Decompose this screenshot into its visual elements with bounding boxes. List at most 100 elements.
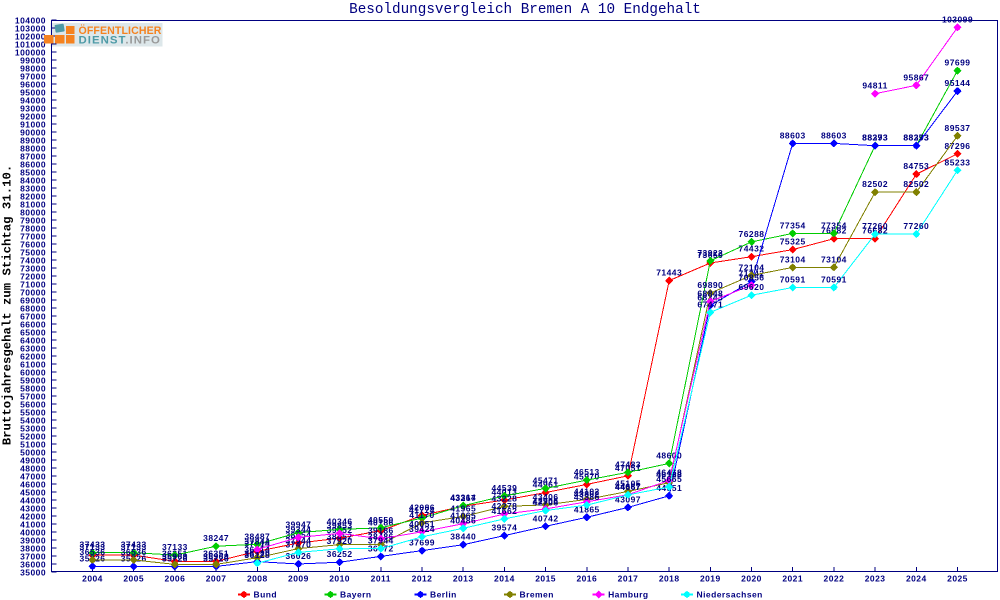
svg-text:37133: 37133 — [80, 542, 106, 552]
svg-text:2011: 2011 — [371, 574, 391, 584]
svg-text:Bremen: Bremen — [520, 590, 554, 600]
svg-text:68343: 68343 — [697, 292, 723, 302]
svg-text:2020: 2020 — [741, 574, 762, 584]
svg-text:43406: 43406 — [533, 492, 559, 502]
svg-text:66000: 66000 — [20, 319, 46, 329]
svg-text:88273: 88273 — [862, 133, 888, 143]
svg-text:2014: 2014 — [494, 574, 515, 584]
svg-text:41065: 41065 — [450, 511, 476, 521]
svg-text:80000: 80000 — [20, 207, 46, 217]
svg-text:38487: 38487 — [244, 531, 270, 541]
svg-text:53000: 53000 — [20, 423, 46, 433]
svg-text:48000: 48000 — [20, 463, 46, 473]
svg-text:37844: 37844 — [244, 536, 270, 546]
svg-text:37133: 37133 — [121, 542, 147, 552]
svg-text:35726: 35726 — [162, 553, 188, 563]
svg-text:65000: 65000 — [20, 327, 46, 337]
svg-text:69620: 69620 — [739, 282, 765, 292]
svg-text:39947: 39947 — [285, 520, 311, 530]
svg-text:99000: 99000 — [20, 55, 46, 65]
svg-text:46000: 46000 — [20, 479, 46, 489]
svg-text:73650: 73650 — [697, 250, 723, 260]
svg-text:43802: 43802 — [574, 489, 600, 499]
svg-text:60000: 60000 — [20, 367, 46, 377]
svg-text:94811: 94811 — [862, 81, 887, 91]
svg-text:84000: 84000 — [20, 175, 46, 185]
svg-text:84753: 84753 — [903, 161, 929, 171]
svg-text:47483: 47483 — [615, 459, 641, 469]
svg-text:35726: 35726 — [203, 553, 229, 563]
svg-text:36536: 36536 — [80, 547, 106, 557]
svg-text:36351: 36351 — [203, 548, 229, 558]
svg-text:37470: 37470 — [285, 539, 311, 549]
svg-text:73922: 73922 — [697, 248, 723, 258]
svg-text:2013: 2013 — [453, 574, 474, 584]
svg-text:2010: 2010 — [329, 574, 350, 584]
svg-text:40742: 40742 — [533, 513, 559, 523]
svg-text:40051: 40051 — [409, 519, 435, 529]
svg-text:50000: 50000 — [20, 447, 46, 457]
svg-text:76288: 76288 — [739, 229, 765, 239]
svg-text:42278: 42278 — [491, 501, 517, 511]
svg-text:72000: 72000 — [20, 271, 46, 281]
svg-text:2015: 2015 — [535, 574, 556, 584]
svg-text:83000: 83000 — [20, 183, 46, 193]
svg-text:77260: 77260 — [903, 221, 929, 231]
svg-text:94000: 94000 — [20, 95, 46, 105]
svg-text:37000: 37000 — [20, 551, 46, 561]
svg-text:2024: 2024 — [906, 574, 927, 584]
svg-text:43097: 43097 — [615, 494, 641, 504]
svg-text:44102: 44102 — [574, 486, 600, 496]
svg-text:79000: 79000 — [20, 215, 46, 225]
svg-text:41774: 41774 — [409, 505, 435, 515]
svg-text:40000: 40000 — [20, 527, 46, 537]
svg-text:93000: 93000 — [20, 103, 46, 113]
svg-text:48600: 48600 — [656, 450, 682, 460]
svg-text:44961: 44961 — [533, 480, 559, 490]
svg-text:95144: 95144 — [945, 78, 971, 88]
svg-text:82502: 82502 — [903, 179, 929, 189]
svg-text:41865: 41865 — [574, 504, 600, 514]
svg-text:46188: 46188 — [656, 470, 682, 480]
svg-text:43000: 43000 — [20, 503, 46, 513]
svg-text:89537: 89537 — [945, 123, 971, 133]
svg-text:86000: 86000 — [20, 159, 46, 169]
svg-text:69000: 69000 — [20, 295, 46, 305]
svg-text:41965: 41965 — [450, 504, 476, 514]
svg-text:40186: 40186 — [368, 518, 394, 528]
svg-text:2009: 2009 — [288, 574, 309, 584]
svg-text:72104: 72104 — [739, 262, 765, 272]
svg-text:2005: 2005 — [123, 574, 144, 584]
svg-text:2025: 2025 — [947, 574, 968, 584]
svg-text:36252: 36252 — [327, 549, 353, 559]
svg-text:2021: 2021 — [782, 574, 803, 584]
svg-text:Bruttojahresgehalt zum Stichta: Bruttojahresgehalt zum Stichtag 31.10. — [1, 165, 15, 445]
svg-text:42086: 42086 — [409, 503, 435, 513]
svg-text:56000: 56000 — [20, 399, 46, 409]
svg-text:103000: 103000 — [15, 23, 46, 33]
svg-text:73104: 73104 — [780, 254, 806, 264]
svg-text:78000: 78000 — [20, 223, 46, 233]
svg-text:77354: 77354 — [821, 220, 847, 230]
svg-text:59000: 59000 — [20, 375, 46, 385]
svg-text:49000: 49000 — [20, 455, 46, 465]
svg-text:2012: 2012 — [412, 574, 433, 584]
svg-text:88603: 88603 — [780, 130, 806, 140]
svg-text:103099: 103099 — [942, 14, 973, 24]
svg-text:76000: 76000 — [20, 239, 46, 249]
svg-text:40346: 40346 — [327, 516, 353, 526]
svg-text:91000: 91000 — [20, 119, 46, 129]
svg-text:70591: 70591 — [821, 275, 847, 285]
svg-text:88603: 88603 — [821, 130, 847, 140]
svg-text:75000: 75000 — [20, 247, 46, 257]
svg-text:82502: 82502 — [862, 179, 888, 189]
svg-text:71000: 71000 — [20, 279, 46, 289]
svg-text:2008: 2008 — [247, 574, 268, 584]
svg-text:70000: 70000 — [20, 287, 46, 297]
svg-text:44000: 44000 — [20, 495, 46, 505]
svg-text:54000: 54000 — [20, 415, 46, 425]
svg-text:2004: 2004 — [82, 574, 103, 584]
svg-text:85233: 85233 — [945, 157, 971, 167]
svg-text:62000: 62000 — [20, 351, 46, 361]
svg-text:45471: 45471 — [533, 475, 559, 485]
